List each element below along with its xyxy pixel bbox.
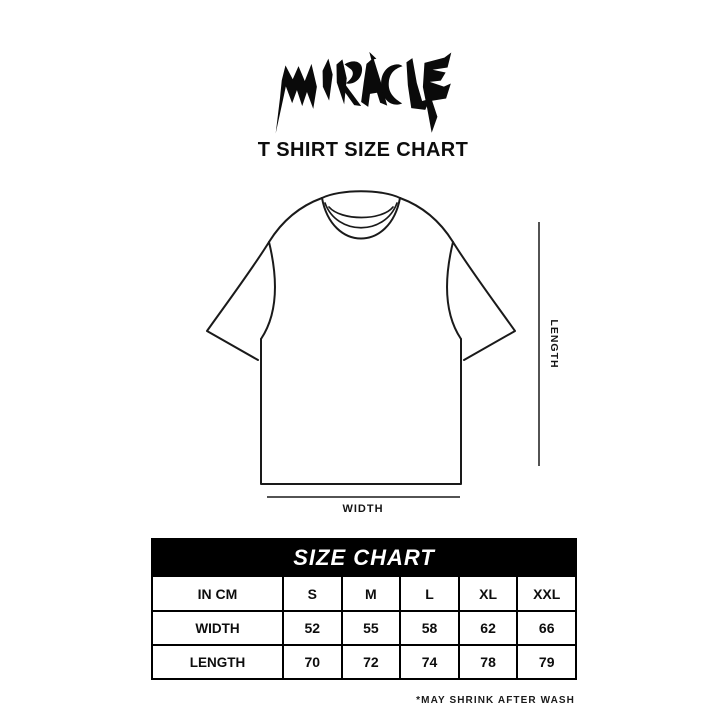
width-label: WIDTH xyxy=(342,503,383,515)
table-row-length: LENGTH 70 72 74 78 79 xyxy=(151,644,578,680)
size-col-s: S xyxy=(282,575,343,612)
tshirt-measurement-diagram: LENGTH WIDTH xyxy=(206,190,560,515)
width-m: 55 xyxy=(340,610,402,646)
size-col-m: M xyxy=(340,575,402,612)
size-col-xl: XL xyxy=(457,575,519,612)
collar-rib-lines xyxy=(324,202,398,229)
size-chart-header-row: IN CM S M L XL XXL xyxy=(151,575,578,612)
size-chart-table: SIZE CHART IN CM S M L XL XXL WIDTH 52 5… xyxy=(150,538,578,680)
length-label: LENGTH xyxy=(548,319,560,368)
unit-header-cell: IN CM xyxy=(151,575,284,612)
width-l: 58 xyxy=(399,610,460,646)
page-title: T SHIRT SIZE CHART xyxy=(257,139,469,161)
table-row-width: WIDTH 52 55 58 62 66 xyxy=(151,610,578,646)
width-xxl: 66 xyxy=(516,610,578,646)
measurement-lines xyxy=(267,222,540,498)
row-label-width: WIDTH xyxy=(151,610,284,646)
size-chart-title-row: SIZE CHART xyxy=(150,538,578,577)
length-xl: 78 xyxy=(457,644,519,680)
size-col-l: L xyxy=(399,575,460,612)
size-col-xxl: XXL xyxy=(516,575,578,612)
brand-logo-miracle xyxy=(275,52,452,134)
logo-letterforms xyxy=(275,52,452,134)
tshirt-outline xyxy=(206,190,516,485)
shrink-disclaimer: *MAY SHRINK AFTER WASH xyxy=(416,695,575,706)
size-chart-title: SIZE CHART xyxy=(150,538,578,577)
row-label-length: LENGTH xyxy=(151,644,284,680)
length-s: 70 xyxy=(282,644,343,680)
width-s: 52 xyxy=(282,610,343,646)
length-m: 72 xyxy=(340,644,402,680)
width-xl: 62 xyxy=(457,610,519,646)
length-l: 74 xyxy=(399,644,460,680)
length-xxl: 79 xyxy=(516,644,578,680)
